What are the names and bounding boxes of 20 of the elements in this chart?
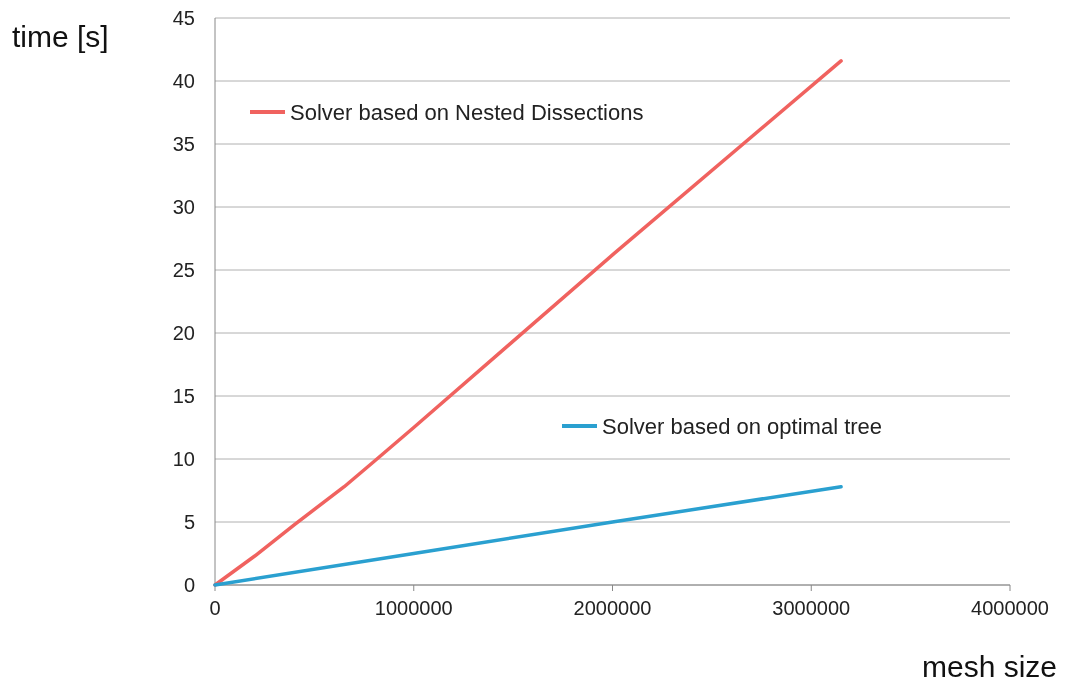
x-tick-label: 4000000 bbox=[971, 597, 1049, 619]
y-tick-label: 0 bbox=[183, 574, 195, 596]
y-tick-label: 10 bbox=[172, 448, 195, 470]
y-tick-label: 25 bbox=[172, 259, 195, 281]
y-tick-label: 40 bbox=[172, 70, 195, 92]
line-series bbox=[213, 484, 843, 587]
x-tick-label: 1000000 bbox=[374, 597, 453, 619]
legend-label: Solver based on Nested Dissections bbox=[290, 100, 644, 125]
y-tick-label: 5 bbox=[183, 511, 195, 533]
y-axis-title: time [s] bbox=[12, 20, 109, 53]
x-axis-title: mesh size bbox=[921, 650, 1057, 683]
legend-label: Solver based on optimal tree bbox=[602, 414, 883, 439]
x-tick-label: 0 bbox=[209, 597, 221, 619]
y-tick-label: 20 bbox=[172, 322, 195, 344]
y-tick-label: 30 bbox=[172, 196, 195, 218]
x-tick-label: 3000000 bbox=[772, 597, 851, 619]
y-tick-label: 45 bbox=[172, 7, 195, 29]
y-tick-label: 35 bbox=[172, 133, 195, 155]
y-tick-label: 15 bbox=[172, 385, 195, 407]
x-tick-label: 2000000 bbox=[573, 597, 652, 619]
